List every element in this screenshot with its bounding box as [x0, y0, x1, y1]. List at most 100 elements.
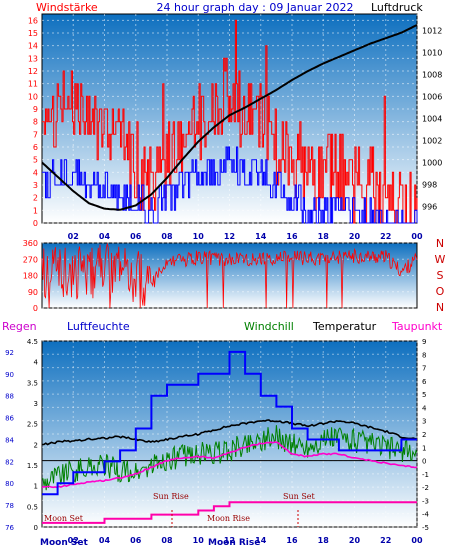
rain-tick-label: 3.5 [27, 379, 38, 387]
pressure-tick-label: 1000 [422, 159, 442, 168]
wind-tick-label: 8 [33, 118, 38, 127]
pressure-tick-label: 1010 [422, 49, 442, 58]
hour-tick-label: 02 [68, 232, 79, 241]
direction-tick-label: 180 [23, 272, 38, 281]
compass-letter: N [436, 237, 444, 250]
humidity-tick-label: 86 [5, 415, 14, 423]
hour-tick-label: 14 [255, 232, 267, 241]
temperature-tick-label: -5 [422, 524, 429, 532]
hour-tick-label: 00 [411, 232, 423, 241]
temperature-tick-label: 5 [422, 391, 426, 399]
dewpoint-series [41, 441, 418, 489]
hour-tick-label: 02 [68, 536, 79, 545]
wind-tick-label: 9 [33, 105, 38, 114]
temperature-tick-labels: -5 -4 -3 -2 -1 0 1 2 3 4 5 6 7 8 9 [422, 338, 430, 532]
wind-tick-label: 7 [33, 130, 38, 139]
temperature-tick-label: -1 [422, 471, 429, 479]
temperature-series [41, 419, 418, 446]
gust-low-series [42, 146, 418, 224]
humidity-tick-label: 80 [5, 480, 14, 488]
wind-tick-label: 4 [33, 168, 38, 177]
panel3-series [41, 350, 418, 524]
hour-tick-label: 10 [193, 232, 205, 241]
hour-tick-label: 20 [349, 536, 361, 545]
event-moon-set-bottom: Moon Set [40, 538, 88, 548]
wind-tick-label: 11 [28, 80, 38, 89]
pressure-tick-label: 996 [422, 203, 437, 212]
temperature-tick-label: -4 [422, 511, 430, 519]
hour-tick-label: 06 [130, 232, 142, 241]
temperature-tick-label: 3 [422, 418, 426, 426]
pressure-tick-label: 1002 [422, 137, 442, 146]
panel3-grid [42, 340, 418, 528]
legend-taupunkt: Taupunkt [391, 320, 443, 333]
humidity-series [42, 350, 417, 496]
wind-tick-label: 14 [28, 42, 38, 51]
rain-tick-label: 1.5 [27, 462, 38, 470]
rain-tick-label: 0 [34, 524, 38, 532]
hour-tick-label: 14 [255, 536, 267, 545]
rain-tick-labels: 0 0.5 1 1.5 2 2.5 3 3.5 4 4.5 [27, 338, 39, 532]
event-moon-set: Moon Set [44, 514, 84, 523]
rain-tick-label: 3 [34, 400, 38, 408]
hour-tick-label: 12 [224, 232, 235, 241]
temperature-tick-label: 6 [422, 378, 427, 386]
wind-tick-label: 12 [28, 67, 38, 76]
temperature-tick-label: 4 [422, 404, 427, 412]
temperature-tick-label: 9 [422, 338, 426, 346]
compass-letter: W [435, 253, 446, 266]
windchill-series [41, 425, 418, 491]
humidity-tick-label: 90 [5, 371, 14, 379]
hour-tick-label: 04 [99, 232, 111, 241]
event-sun-rise: Sun Rise [153, 492, 189, 501]
hour-tick-label: 10 [193, 536, 205, 545]
event-sun-set: Sun Set [283, 492, 316, 501]
hour-tick-labels-bottom: 02 04 06 08 10 12 14 16 18 20 22 00 [68, 536, 423, 545]
compass-letter: O [436, 285, 445, 298]
panel2-series [41, 242, 418, 309]
compass-letter: S [437, 269, 444, 282]
pressure-series [41, 24, 418, 211]
humidity-tick-label: 92 [5, 349, 14, 357]
wind-tick-label: 16 [28, 16, 38, 25]
temperature-tick-label: 0 [422, 458, 426, 466]
wind-tick-label: 2 [33, 194, 38, 203]
temperature-tick-label: 7 [422, 365, 426, 373]
legend-windchill: Windchill [244, 320, 294, 333]
temperature-tick-label: 1 [422, 444, 426, 452]
hour-tick-labels-top: 02 04 06 08 10 12 14 16 18 20 22 00 [68, 232, 423, 241]
pressure-tick-label: 1004 [422, 115, 442, 124]
wind-tick-label: 1 [33, 206, 38, 215]
rain-tick-label: 2.5 [27, 421, 38, 429]
hour-tick-label: 22 [380, 232, 391, 241]
pressure-axis-title: Luftdruck [371, 1, 423, 14]
humidity-tick-label: 82 [5, 458, 14, 466]
hour-tick-label: 20 [349, 232, 361, 241]
hour-tick-label: 00 [411, 536, 423, 545]
event-moon-rise-bottom: Moon Rise [208, 538, 260, 548]
direction-tick-label: 270 [23, 255, 38, 264]
hour-tick-label: 18 [318, 536, 330, 545]
rain-tick-label: 0.5 [27, 503, 38, 511]
pressure-tick-labels: 996 998 1000 1002 1004 1006 1008 1010 1012 [422, 27, 442, 212]
direction-tick-label: 90 [28, 288, 38, 297]
wind-tick-label: 0 [33, 219, 38, 228]
wind-tick-label: 10 [28, 92, 38, 101]
humidity-tick-label: 78 [5, 502, 14, 510]
hour-tick-label: 18 [318, 232, 330, 241]
wind-series [42, 19, 418, 224]
temperature-tick-label: -2 [422, 484, 429, 492]
wind-tick-label: 5 [33, 156, 38, 165]
legend-temperatur: Temperatur [312, 320, 377, 333]
humidity-tick-label: 88 [5, 393, 14, 401]
humidity-tick-label: 76 [5, 524, 14, 532]
pressure-tick-label: 1008 [422, 71, 442, 80]
direction-tick-label: 360 [23, 239, 38, 248]
hour-tick-label: 12 [224, 536, 235, 545]
hour-tick-label: 08 [161, 536, 173, 545]
panel1-series [41, 19, 418, 224]
